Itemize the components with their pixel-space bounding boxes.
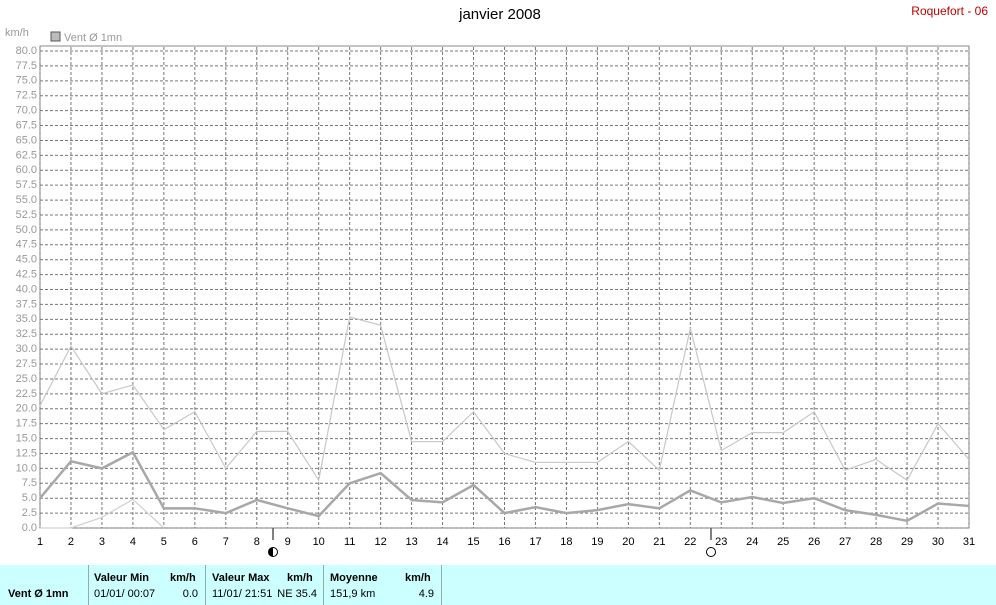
x-tick-label: 15 — [467, 536, 479, 548]
y-tick-label: 65.0 — [16, 134, 37, 146]
summary-bar: Vent Ø 1mn Valeur Min km/h 01/01/ 00:07 … — [0, 565, 996, 605]
y-tick-label: 17.5 — [16, 418, 37, 430]
chart-title: janvier 2008 — [458, 6, 541, 23]
y-tick-label: 70.0 — [16, 105, 37, 117]
y-tick-label: 47.5 — [16, 239, 37, 251]
y-tick-label: 80.0 — [16, 45, 37, 57]
x-tick-label: 26 — [808, 536, 820, 548]
y-tick-label: 55.0 — [16, 194, 37, 206]
y-tick-label: 35.0 — [16, 313, 37, 325]
y-tick-label: 75.0 — [16, 75, 37, 87]
x-tick-label: 8 — [254, 536, 260, 548]
max-value: NE 35.4 — [277, 588, 317, 600]
y-tick-label: 40.0 — [16, 283, 37, 295]
y-tick-label: 72.5 — [16, 90, 37, 102]
min-date: 01/01/ 00:07 — [94, 588, 156, 600]
min-unit: km/h — [170, 572, 196, 584]
separator — [323, 565, 324, 605]
mean-date: 151,9 km — [330, 588, 376, 600]
y-tick-label: 27.5 — [16, 358, 37, 370]
x-tick-label: 21 — [653, 536, 665, 548]
y-tick-label: 62.5 — [16, 149, 37, 161]
y-tick-label: 2.5 — [22, 507, 37, 519]
x-tick-label: 16 — [498, 536, 510, 548]
min-title: Valeur Min — [94, 572, 150, 584]
x-tick-label: 4 — [130, 536, 136, 548]
station: Roquefort - 06 — [911, 4, 988, 18]
x-tick-label: 12 — [375, 536, 387, 548]
y-tick-label: 32.5 — [16, 328, 37, 340]
y-tick-label: 25.0 — [16, 373, 37, 385]
chart: janvier 2008 Roquefort - 06 km/h Vent Ø … — [5, 4, 988, 557]
x-tick-label: 29 — [901, 536, 913, 548]
x-tick-label: 19 — [591, 536, 603, 548]
x-tick-label: 11 — [344, 536, 355, 548]
x-tick-label: 5 — [161, 536, 167, 548]
max-unit: km/h — [287, 572, 313, 584]
x-tick-label: 10 — [313, 536, 325, 548]
y-tick-label: 5.0 — [22, 492, 37, 504]
x-tick-label: 9 — [285, 536, 291, 548]
x-tick-label: 20 — [622, 536, 634, 548]
x-tick-label: 23 — [715, 536, 727, 548]
mean-title: Moyenne — [330, 572, 378, 584]
series-line — [39, 450, 970, 523]
x-tick-label: 2 — [68, 536, 74, 548]
summary-label: Vent Ø 1mn — [8, 588, 69, 600]
y-tick-label: 60.0 — [16, 164, 37, 176]
max-title: Valeur Max — [212, 572, 270, 584]
y-tick-label: 45.0 — [16, 254, 37, 266]
x-tick-label: 6 — [192, 536, 198, 548]
y-tick-label: 15.0 — [16, 432, 37, 444]
y-tick-label: 30.0 — [16, 343, 37, 355]
moon-new — [706, 547, 716, 557]
y-tick-label: 20.0 — [16, 403, 37, 415]
x-tick-label: 17 — [529, 536, 541, 548]
y-tick-label: 0.0 — [22, 522, 37, 534]
separator — [441, 565, 442, 605]
x-tick-label: 30 — [932, 536, 944, 548]
series-line — [39, 316, 970, 482]
separator — [205, 565, 206, 605]
x-tick-label: 1 — [37, 536, 43, 548]
y-tick-label: 22.5 — [16, 388, 37, 400]
y-tick-label: 12.5 — [16, 447, 37, 459]
x-tick-label: 24 — [746, 536, 758, 548]
x-tick-label: 18 — [560, 536, 572, 548]
x-tick-label: 25 — [777, 536, 789, 548]
separator — [88, 565, 89, 605]
y-tick-label: 42.5 — [16, 269, 37, 281]
moon-half — [268, 547, 273, 557]
x-tick-label: 22 — [684, 536, 696, 548]
x-tick-label: 27 — [839, 536, 851, 548]
y-tick-label: 77.5 — [16, 60, 37, 72]
legend-label: Vent Ø 1mn — [64, 32, 122, 44]
legend-swatch — [50, 31, 61, 42]
mean-value: 4.9 — [418, 588, 434, 600]
x-tick-label: 28 — [870, 536, 882, 548]
y-tick-label: 37.5 — [16, 298, 37, 310]
series-line — [40, 498, 165, 529]
y-axis-label: km/h — [5, 27, 29, 39]
min-value: 0.0 — [182, 588, 198, 600]
y-tick-label: 67.5 — [16, 119, 37, 131]
y-tick-label: 52.5 — [16, 209, 37, 221]
y-tick-label: 57.5 — [16, 179, 37, 191]
x-tick-label: 3 — [99, 536, 105, 548]
y-tick-label: 7.5 — [22, 477, 37, 489]
x-tick-label: 31 — [963, 536, 975, 548]
x-tick-label: 13 — [405, 536, 417, 548]
x-tick-label: 7 — [223, 536, 229, 548]
mean-unit: km/h — [405, 572, 431, 584]
x-tick-label: 14 — [436, 536, 448, 548]
y-tick-label: 50.0 — [16, 224, 37, 236]
y-tick-label: 10.0 — [16, 462, 37, 474]
max-date: 11/01/ 21:51 — [212, 588, 273, 600]
